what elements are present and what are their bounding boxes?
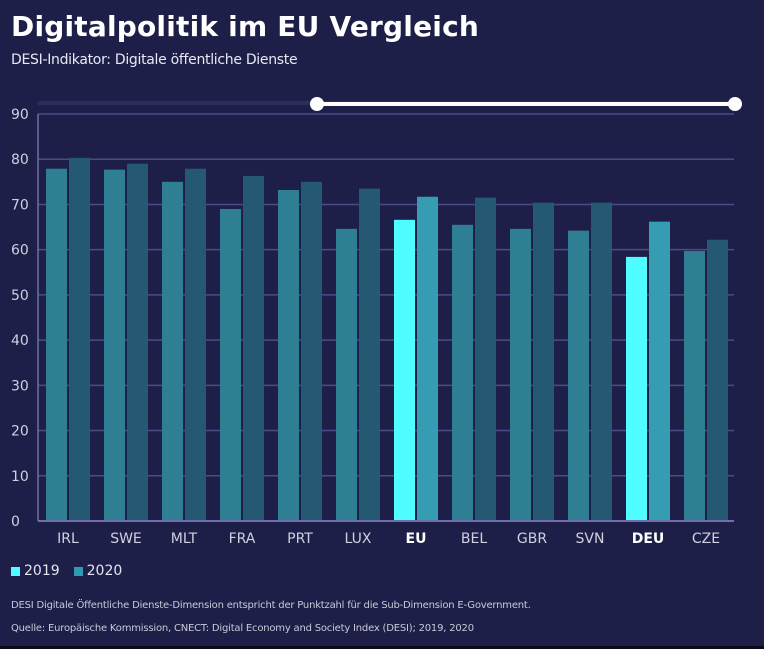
definition-note: DESI Digitale Öffentliche Dienste-Dimens… xyxy=(11,600,531,611)
bar-cze-2020[interactable] xyxy=(707,239,728,521)
bar-irl-2019[interactable] xyxy=(46,168,67,522)
legend-label-2020: 2020 xyxy=(86,563,123,579)
chart-subtitle: DESI-Indikator: Digitale öffentliche Die… xyxy=(11,52,298,68)
x-tick-label-eu: EU xyxy=(406,531,427,547)
y-tick-label: 0 xyxy=(11,514,20,530)
y-tick-label: 30 xyxy=(11,378,29,394)
x-tick-label-svn: SVN xyxy=(576,531,605,547)
chart-title: Digitalpolitik im EU Vergleich xyxy=(11,10,480,43)
bar-gbr-2019[interactable] xyxy=(510,228,531,521)
x-tick-label-gbr: GBR xyxy=(517,531,547,547)
legend-item-2020[interactable]: 2020 xyxy=(73,563,123,579)
bar-lux-2020[interactable] xyxy=(359,188,380,521)
bar-eu-2020[interactable] xyxy=(417,196,438,522)
bar-cze-2019[interactable] xyxy=(684,251,705,522)
x-tick-label-prt: PRT xyxy=(287,531,313,547)
bars xyxy=(46,157,728,522)
axes: 0 10 20 30 40 50 60 70 80 90 IRL SWE MLT FRA PRT LUX EU B… xyxy=(11,107,734,547)
grid-lines xyxy=(38,113,734,477)
y-tick-label: 60 xyxy=(11,243,29,259)
x-tick-label-mlt: MLT xyxy=(171,531,198,547)
bar-prt-2020[interactable] xyxy=(301,181,322,521)
source-note: Quelle: Europäische Kommission, CNECT: D… xyxy=(11,623,474,634)
bar-bel-2020[interactable] xyxy=(475,197,496,521)
y-tick-label: 50 xyxy=(11,288,29,304)
legend: 2019 2020 xyxy=(11,563,122,579)
x-tick-label-irl: IRL xyxy=(57,531,79,547)
y-tick-label: 80 xyxy=(11,152,29,168)
y-tick-label: 40 xyxy=(11,333,29,349)
x-tick-label-swe: SWE xyxy=(110,531,142,547)
legend-label-2019: 2019 xyxy=(24,563,60,579)
bar-deu-2020[interactable] xyxy=(649,221,670,521)
x-tick-label-bel: BEL xyxy=(461,531,487,547)
x-tick-label-cze: CZE xyxy=(692,531,720,547)
y-tick-label: 10 xyxy=(11,469,29,485)
bar-eu-2019[interactable] xyxy=(394,219,415,521)
y-tick-label: 90 xyxy=(11,107,29,123)
x-tick-label-fra: FRA xyxy=(229,531,256,547)
bar-prt-2019[interactable] xyxy=(278,189,299,521)
bar-chart: 0 10 20 30 40 50 60 70 80 90 IRL SWE MLT FRA PRT LUX EU B… xyxy=(11,97,742,547)
bar-bel-2019[interactable] xyxy=(452,224,473,522)
bar-fra-2020[interactable] xyxy=(243,175,264,521)
bar-svn-2020[interactable] xyxy=(591,202,612,521)
bar-lux-2019[interactable] xyxy=(336,228,357,521)
bar-svn-2019[interactable] xyxy=(568,230,589,521)
legend-swatch-2020 xyxy=(73,566,83,576)
y-tick-label: 70 xyxy=(11,197,29,213)
slider-handle-end[interactable] xyxy=(728,97,742,111)
bar-deu-2019[interactable] xyxy=(626,256,647,521)
y-tick-label: 20 xyxy=(11,424,29,440)
bar-mlt-2020[interactable] xyxy=(185,168,206,522)
legend-item-2019[interactable]: 2019 xyxy=(11,563,60,579)
bar-mlt-2019[interactable] xyxy=(162,181,183,521)
slider-handle-start[interactable] xyxy=(310,97,324,111)
legend-swatch-2019 xyxy=(11,566,20,576)
x-tick-label-lux: LUX xyxy=(345,531,372,547)
bar-swe-2020[interactable] xyxy=(127,163,148,521)
x-tick-label-deu: DEU xyxy=(632,531,665,547)
bar-gbr-2020[interactable] xyxy=(533,202,554,521)
range-slider[interactable] xyxy=(38,97,742,111)
bar-swe-2019[interactable] xyxy=(104,169,125,521)
bar-fra-2019[interactable] xyxy=(220,208,241,521)
bottom-strip xyxy=(0,646,764,649)
bar-irl-2020[interactable] xyxy=(69,157,90,522)
